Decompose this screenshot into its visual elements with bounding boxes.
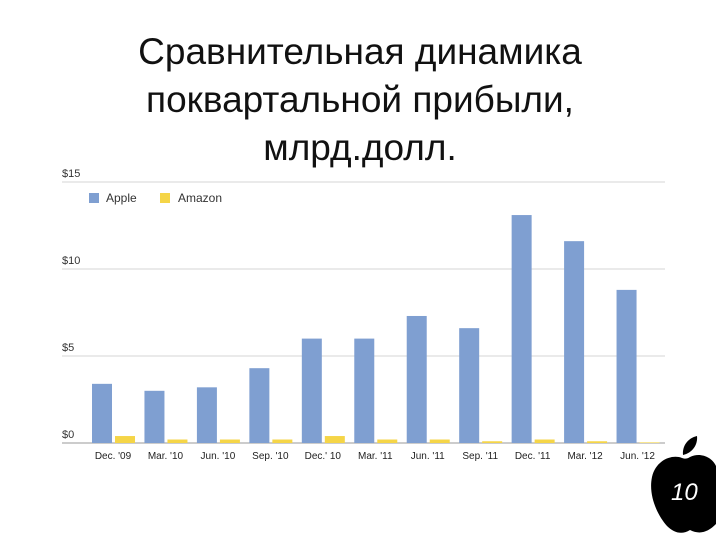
bar-amazon-5 bbox=[377, 439, 398, 443]
bar-apple-10 bbox=[616, 289, 637, 443]
x-tick-label: Sep. '10 bbox=[252, 451, 289, 462]
x-tick-label: Mar. '12 bbox=[567, 451, 603, 462]
y-tick-label: $15 bbox=[62, 168, 80, 180]
x-tick-label: Jun. '12 bbox=[620, 451, 655, 462]
legend-label-apple: Apple bbox=[106, 191, 137, 205]
legend-label-amazon: Amazon bbox=[178, 191, 222, 205]
x-axis-labels: Dec. '09 Mar. '10 Jun. '10 Sep. '10 Dec.' 10… bbox=[95, 451, 656, 462]
bar-amazon-9 bbox=[587, 441, 608, 443]
bar-apple-6 bbox=[406, 315, 427, 443]
x-tick-label: Dec. '09 bbox=[95, 451, 132, 462]
bar-amazon-4 bbox=[324, 436, 345, 443]
bar-amazon-0 bbox=[115, 436, 135, 443]
legend: Apple Amazon bbox=[89, 191, 222, 205]
x-tick-label: Jun. '11 bbox=[411, 451, 445, 462]
bar-apple-5 bbox=[354, 338, 375, 443]
bar-amazon-10 bbox=[639, 442, 660, 443]
apple-logo-icon bbox=[651, 455, 716, 533]
slide-number: 10 bbox=[671, 479, 698, 506]
bar-apple-8 bbox=[511, 215, 532, 443]
bars bbox=[92, 215, 660, 443]
bar-apple-0 bbox=[92, 383, 112, 443]
bar-apple-4 bbox=[301, 338, 322, 443]
title-line-2: поквартальной прибыли, bbox=[146, 79, 574, 120]
bar-amazon-1 bbox=[167, 439, 188, 443]
bar-amazon-6 bbox=[429, 439, 450, 443]
x-tick-label: Dec. '11 bbox=[515, 451, 551, 462]
bar-apple-2 bbox=[196, 387, 217, 443]
bar-apple-1 bbox=[144, 390, 165, 443]
bar-amazon-7 bbox=[482, 441, 503, 443]
bar-amazon-2 bbox=[219, 439, 240, 443]
y-tick-label: $5 bbox=[62, 342, 74, 354]
x-tick-label: Dec.' 10 bbox=[305, 451, 342, 462]
slide-number-badge: 10 bbox=[651, 436, 716, 533]
bar-apple-9 bbox=[564, 241, 585, 443]
title-line-3: млрд.долл. bbox=[263, 127, 457, 168]
y-tick-label: $10 bbox=[62, 255, 80, 267]
x-tick-label: Mar. '11 bbox=[358, 451, 393, 462]
bar-apple-3 bbox=[249, 368, 270, 443]
apple-leaf-icon bbox=[682, 436, 698, 455]
bar-apple-7 bbox=[459, 328, 480, 443]
x-tick-label: Mar. '10 bbox=[148, 451, 184, 462]
x-tick-label: Jun. '10 bbox=[201, 451, 236, 462]
slide-title: Сравнительная динамика поквартальной при… bbox=[0, 28, 720, 172]
x-tick-label: Sep. '11 bbox=[462, 451, 498, 462]
y-axis-ticks: $0 $5 $10 $15 bbox=[62, 168, 80, 441]
bar-amazon-3 bbox=[272, 439, 293, 443]
title-line-1: Сравнительная динамика bbox=[138, 31, 582, 72]
y-tick-label: $0 bbox=[62, 429, 74, 441]
legend-swatch-apple bbox=[89, 193, 99, 203]
bar-amazon-8 bbox=[534, 439, 555, 443]
legend-swatch-amazon bbox=[160, 193, 170, 203]
